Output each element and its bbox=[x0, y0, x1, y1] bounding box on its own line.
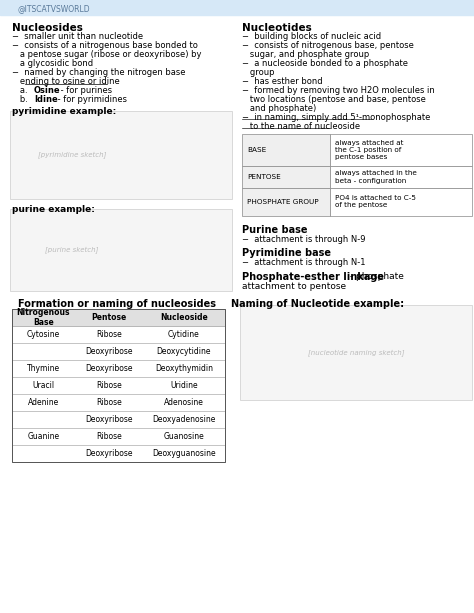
Text: Uridine: Uridine bbox=[170, 381, 198, 390]
Text: PHOSPHATE GROUP: PHOSPHATE GROUP bbox=[247, 199, 319, 205]
Text: a pentose sugar (ribose or deoxyribose) by: a pentose sugar (ribose or deoxyribose) … bbox=[12, 50, 201, 59]
Text: a.: a. bbox=[12, 86, 33, 95]
Text: purine example:: purine example: bbox=[12, 205, 95, 214]
Text: −  attachment is through N-1: − attachment is through N-1 bbox=[242, 258, 365, 267]
Text: Osine: Osine bbox=[34, 86, 61, 95]
Text: Nitrogenous
Base: Nitrogenous Base bbox=[17, 308, 70, 327]
Text: Ribose: Ribose bbox=[96, 381, 122, 390]
Text: Deoxyribose: Deoxyribose bbox=[85, 415, 133, 424]
Bar bbox=[12, 309, 225, 326]
Text: to the name of nucleoside: to the name of nucleoside bbox=[242, 122, 360, 131]
Text: a glycosidic bond: a glycosidic bond bbox=[12, 59, 93, 68]
Bar bbox=[10, 209, 232, 291]
Text: −  building blocks of nucleic acid: − building blocks of nucleic acid bbox=[242, 32, 381, 41]
Text: Nucleoside: Nucleoside bbox=[160, 313, 208, 322]
Text: Nucleotides: Nucleotides bbox=[242, 23, 312, 33]
Text: Guanine: Guanine bbox=[27, 432, 60, 441]
Text: Pyrimidine base: Pyrimidine base bbox=[242, 248, 331, 258]
Text: Cytidine: Cytidine bbox=[168, 330, 200, 339]
Text: Deoxyadenosine: Deoxyadenosine bbox=[152, 415, 216, 424]
Text: [pyrimidine sketch]: [pyrimidine sketch] bbox=[38, 151, 106, 158]
Text: always attached in the
beta - configuration: always attached in the beta - configurat… bbox=[335, 170, 417, 183]
Bar bbox=[12, 411, 225, 428]
Text: Formation or naming of nucleosides: Formation or naming of nucleosides bbox=[18, 299, 216, 309]
Bar bbox=[12, 326, 225, 343]
Bar bbox=[12, 360, 225, 377]
Text: Phosphate-esther linkage: Phosphate-esther linkage bbox=[242, 272, 384, 282]
Text: Deoxyribose: Deoxyribose bbox=[85, 364, 133, 373]
Text: Deoxythymidin: Deoxythymidin bbox=[155, 364, 213, 373]
Bar bbox=[12, 428, 225, 445]
Bar bbox=[330, 134, 472, 166]
Text: PENTOSE: PENTOSE bbox=[247, 174, 281, 180]
Bar bbox=[12, 394, 225, 411]
Text: −  smaller unit than nucleotide: − smaller unit than nucleotide bbox=[12, 32, 143, 41]
Text: pyrimidine example:: pyrimidine example: bbox=[12, 107, 116, 116]
Text: and phosphate): and phosphate) bbox=[242, 104, 316, 113]
Text: attachment to pentose: attachment to pentose bbox=[242, 282, 346, 291]
Text: −  attachment is through N-9: − attachment is through N-9 bbox=[242, 235, 365, 244]
Text: −  consists of a nitrogenous base bonded to: − consists of a nitrogenous base bonded … bbox=[12, 41, 198, 50]
Text: Deoxycytidine: Deoxycytidine bbox=[157, 347, 211, 356]
Text: Idine: Idine bbox=[34, 95, 58, 104]
Text: Adenosine: Adenosine bbox=[164, 398, 204, 407]
Text: Deoxyribose: Deoxyribose bbox=[85, 347, 133, 356]
Text: [nucleotide naming sketch]: [nucleotide naming sketch] bbox=[308, 349, 404, 356]
Bar bbox=[242, 134, 330, 166]
Text: Ribose: Ribose bbox=[96, 398, 122, 407]
Text: Nucleosides: Nucleosides bbox=[12, 23, 83, 33]
Text: BASE: BASE bbox=[247, 147, 266, 153]
Text: always attached at
the C-1 position of
pentose bases: always attached at the C-1 position of p… bbox=[335, 140, 403, 160]
Text: Pentose: Pentose bbox=[91, 313, 127, 322]
Bar bbox=[242, 166, 330, 188]
Text: −  named by changing the nitrogen base: − named by changing the nitrogen base bbox=[12, 68, 185, 77]
Text: - phosphate: - phosphate bbox=[347, 272, 404, 281]
Text: −  consists of nitrogenous base, pentose: − consists of nitrogenous base, pentose bbox=[242, 41, 414, 50]
Text: Purine base: Purine base bbox=[242, 225, 308, 235]
Text: Ribose: Ribose bbox=[96, 432, 122, 441]
Bar bbox=[0, 0, 474, 15]
Text: −  has esther bond: − has esther bond bbox=[242, 77, 323, 86]
Bar bbox=[240, 305, 472, 400]
Text: Cytosine: Cytosine bbox=[27, 330, 60, 339]
Text: Uracil: Uracil bbox=[32, 381, 55, 390]
Bar bbox=[242, 188, 330, 216]
Bar bbox=[12, 445, 225, 462]
Text: Deoxyguanosine: Deoxyguanosine bbox=[152, 449, 216, 458]
Text: - for purines: - for purines bbox=[58, 86, 112, 95]
Text: PO4 is attached to C-5
of the pentose: PO4 is attached to C-5 of the pentose bbox=[335, 196, 416, 208]
Text: Adenine: Adenine bbox=[28, 398, 59, 407]
Text: @ITSCATVSWORLD: @ITSCATVSWORLD bbox=[18, 4, 91, 13]
Bar bbox=[330, 188, 472, 216]
Text: b.: b. bbox=[12, 95, 33, 104]
Text: −  in naming, simply add 5¹-monophosphate: − in naming, simply add 5¹-monophosphate bbox=[242, 113, 430, 122]
Text: group: group bbox=[242, 68, 274, 77]
Bar bbox=[12, 343, 225, 360]
Bar bbox=[330, 166, 472, 188]
Text: Naming of Nucleotide example:: Naming of Nucleotide example: bbox=[231, 299, 405, 309]
Text: ending to osine or idine: ending to osine or idine bbox=[12, 77, 120, 86]
Text: two locations (pentose and base, pentose: two locations (pentose and base, pentose bbox=[242, 95, 426, 104]
Text: sugar, and phosphate group: sugar, and phosphate group bbox=[242, 50, 369, 59]
Bar bbox=[12, 309, 225, 462]
Text: −  formed by removing two H2O molecules in: − formed by removing two H2O molecules i… bbox=[242, 86, 435, 95]
Text: −  a nucleoside bonded to a phosphate: − a nucleoside bonded to a phosphate bbox=[242, 59, 408, 68]
Text: Ribose: Ribose bbox=[96, 330, 122, 339]
Text: - for pyrimidines: - for pyrimidines bbox=[55, 95, 127, 104]
Bar bbox=[12, 377, 225, 394]
Text: [purine sketch]: [purine sketch] bbox=[46, 246, 99, 253]
Text: Deoxyribose: Deoxyribose bbox=[85, 449, 133, 458]
Text: Guanosine: Guanosine bbox=[164, 432, 204, 441]
Bar bbox=[10, 111, 232, 199]
Text: Thymine: Thymine bbox=[27, 364, 60, 373]
